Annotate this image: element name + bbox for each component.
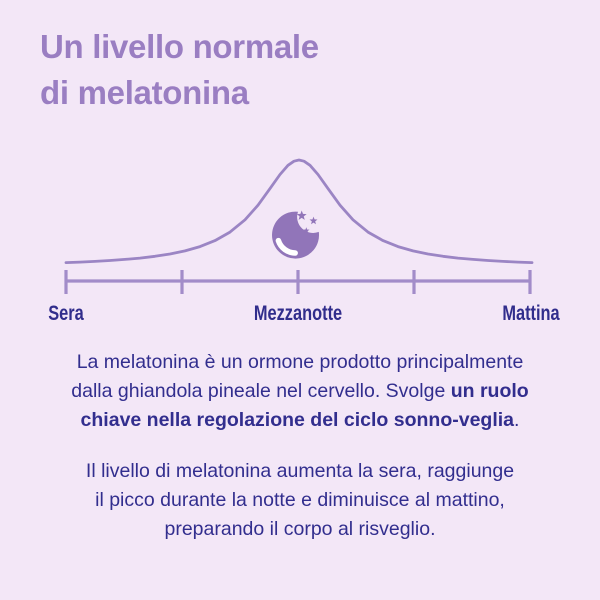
paragraph-2-line-3: preparando il corpo al risveglio. [164, 518, 436, 540]
paragraph-2-line-2: il picco durante la notte e diminuisce a… [95, 489, 505, 511]
paragraph-1: La melatonina è un ormone prodotto princ… [0, 348, 600, 435]
page-title-line-2: di melatonina [40, 74, 249, 111]
paragraph-1-line-1: La melatonina è un ormone prodotto princ… [76, 351, 524, 373]
body-text: La melatonina è un ormone prodotto princ… [0, 348, 600, 544]
melatonin-chart-canvas [64, 158, 534, 294]
paragraph-1-line-2: dalla ghiandola pineale nel cervello. Sv… [71, 380, 529, 402]
axis-label-sera: Sera [48, 302, 84, 325]
moon-icon [272, 210, 320, 259]
axis-label-mezzanotte: Mezzanotte [253, 302, 343, 325]
paragraph-2-line-1: Il livello di melatonina aumenta la sera… [85, 460, 515, 482]
melatonin-chart: Sera Mezzanotte Mattina [48, 158, 560, 325]
moon-highlight [275, 237, 298, 256]
melatonin-curve [64, 158, 534, 264]
star-icon [296, 210, 307, 220]
paragraph-1-line-3: chiave nella regolazione del ciclo sonno… [80, 409, 520, 431]
paragraph-2: Il livello di melatonina aumenta la sera… [0, 457, 600, 544]
star-icon [309, 216, 318, 225]
axis-label-mattina: Mattina [502, 302, 560, 325]
page-title: Un livello normale di melatonina [40, 24, 319, 116]
page-title-line-1: Un livello normale [40, 28, 319, 65]
